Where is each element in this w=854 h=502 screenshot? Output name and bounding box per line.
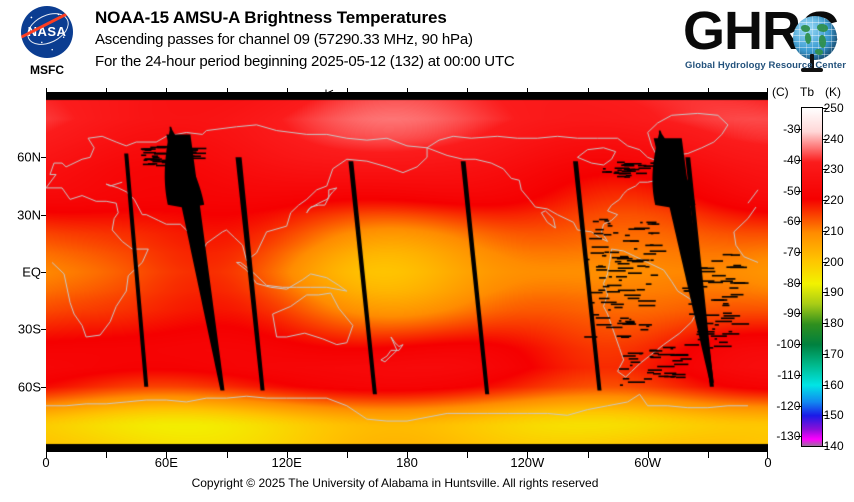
globe-landmass <box>805 33 811 44</box>
x-tick <box>648 88 649 93</box>
x-tick <box>347 452 348 458</box>
colorbar-unit-celsius: (C) <box>772 85 789 99</box>
colorbar-label-celsius: -30 <box>783 122 800 136</box>
colorbar-label-celsius: -40 <box>783 153 800 167</box>
x-axis-label: 120W <box>510 455 544 470</box>
y-axis-label: EQ <box>22 265 41 280</box>
colorbar-label-kelvin: 220 <box>824 193 844 207</box>
swath-width-marker-icon <box>325 89 371 98</box>
x-axis-label: 180 <box>396 455 418 470</box>
colorbar-label-celsius: -130 <box>776 429 800 443</box>
x-tick <box>106 88 107 93</box>
globe-landmass <box>815 49 823 55</box>
colorbar-label-celsius: -50 <box>783 184 800 198</box>
colorbar-label-celsius: -110 <box>777 368 800 382</box>
colorbar-label-kelvin: 240 <box>824 132 844 146</box>
x-tick <box>227 88 228 93</box>
colorbar: (C) Tb (K) 25024023022021020019018017016… <box>770 85 854 475</box>
x-axis-ticks-top <box>46 88 768 93</box>
x-tick <box>588 88 589 93</box>
title-block: NOAA-15 AMSU-A Brightness Temperatures A… <box>95 7 695 73</box>
y-tick <box>41 215 46 216</box>
x-tick <box>767 88 768 93</box>
x-tick <box>588 452 589 458</box>
colorbar-label-kelvin: 140 <box>824 439 844 453</box>
ghrc-logo[interactable]: GHRC Global Hydrology Resource Center <box>683 4 843 82</box>
x-axis-label: 60W <box>634 455 661 470</box>
globe-icon <box>793 16 837 60</box>
colorbar-label-celsius: -70 <box>783 245 800 259</box>
x-tick <box>467 452 468 458</box>
globe-longitude-line <box>831 16 832 60</box>
copyright-notice: Copyright © 2025 The University of Alaba… <box>0 476 790 490</box>
globe-landmass <box>801 25 810 32</box>
colorbar-label-kelvin: 150 <box>824 408 844 422</box>
colorbar-label-kelvin: 180 <box>824 316 844 330</box>
x-tick <box>708 452 709 458</box>
y-axis-labels: 60N 30N EQ 30S 60S <box>0 0 41 502</box>
x-axis-label: 60E <box>155 455 178 470</box>
x-tick <box>407 88 408 93</box>
colorbar-label-celsius: -120 <box>776 399 800 413</box>
brightness-temperature-map <box>46 92 768 452</box>
colorbar-unit-kelvin: (K) <box>825 85 841 99</box>
x-tick <box>166 88 167 93</box>
colorbar-label-kelvin: 200 <box>824 255 844 269</box>
x-tick <box>106 452 107 458</box>
globe-landmass <box>817 24 828 32</box>
y-tick <box>41 157 46 158</box>
x-tick <box>708 88 709 93</box>
colorbar-label-kelvin: 250 <box>824 101 844 115</box>
x-tick <box>46 88 47 93</box>
x-tick <box>287 88 288 93</box>
colorbar-label-celsius: -100 <box>776 337 800 351</box>
colorbar-label-celsius: -90 <box>783 306 800 320</box>
colorbar-variable-label: Tb <box>800 85 814 99</box>
colorbar-label-kelvin: 230 <box>824 162 844 176</box>
y-tick <box>41 387 46 388</box>
page-header: NASA MSFC NOAA-15 AMSU-A Brightness Temp… <box>0 0 854 90</box>
colorbar-label-kelvin: 190 <box>824 285 844 299</box>
x-axis-label: 120E <box>271 455 301 470</box>
y-axis-label: 30N <box>17 207 41 222</box>
colorbar-scale: 250240230220210200190180170160150140-30-… <box>801 107 823 447</box>
colorbar-label-kelvin: 160 <box>824 378 844 392</box>
colorbar-label-celsius: -60 <box>783 214 800 228</box>
y-axis-label: 60N <box>17 150 41 165</box>
colorbar-gradient <box>802 108 822 446</box>
x-axis-label: 0 <box>42 455 49 470</box>
page-subtitle-period: For the 24-hour period beginning 2025-05… <box>95 51 695 73</box>
ghrc-subtitle: Global Hydrology Resource Center <box>685 60 846 71</box>
colorbar-label-kelvin: 170 <box>824 347 844 361</box>
colorbar-label-celsius: -80 <box>783 276 800 290</box>
globe-landmass <box>819 35 826 48</box>
x-tick <box>227 452 228 458</box>
x-tick <box>467 88 468 93</box>
page-title: NOAA-15 AMSU-A Brightness Temperatures <box>95 7 695 29</box>
y-axis-label: 30S <box>18 322 41 337</box>
y-tick <box>41 272 46 273</box>
y-tick <box>41 329 46 330</box>
colorbar-label-kelvin: 210 <box>824 224 844 238</box>
y-axis-label: 60S <box>18 379 41 394</box>
map-plot[interactable] <box>46 92 768 452</box>
x-tick <box>527 88 528 93</box>
page-subtitle-channel: Ascending passes for channel 09 (57290.3… <box>95 29 695 51</box>
globe-longitude-line <box>799 16 800 60</box>
